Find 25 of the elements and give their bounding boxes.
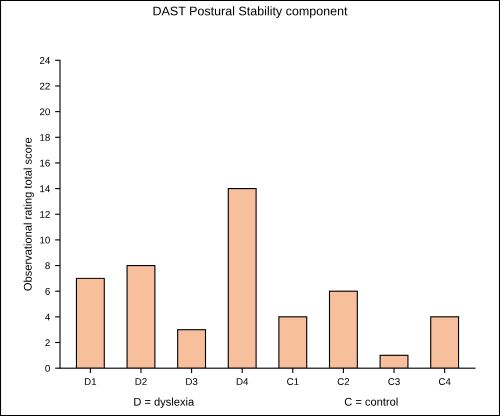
y-tick-label: 0	[45, 364, 50, 372]
y-tick-label: 4	[45, 314, 50, 320]
x-tick-label: C2	[338, 378, 350, 386]
y-axis-title: Observational rating total score	[24, 138, 34, 291]
text: C = control	[344, 398, 398, 406]
y-tick-label: 14	[40, 185, 50, 192]
y-tick-label: 22	[40, 82, 50, 90]
y-tick-label: 2	[45, 339, 50, 346]
x-tick-label: D3	[186, 378, 198, 386]
x-tick-label: C4	[438, 378, 451, 386]
x-tick-label: C1	[287, 378, 299, 386]
x-tick-label: D1	[84, 378, 96, 385]
y-tick-label: 8	[45, 262, 50, 270]
y-tick-label: 20	[40, 108, 50, 116]
y-tick-label: 18	[40, 134, 50, 141]
x-tick-label: C3	[388, 378, 400, 386]
x-tick-label: D4	[236, 378, 248, 385]
y-tick-label: 10	[40, 236, 50, 244]
chart-title: DAST Postural Stability component	[154, 6, 348, 18]
y-tick-label: 12	[40, 210, 50, 218]
y-tick-label: 24	[40, 57, 50, 64]
y-tick-label: 16	[40, 160, 50, 167]
text: D = dyslexia	[134, 398, 194, 408]
x-tick-label: D2	[136, 378, 147, 385]
y-tick-label: 6	[45, 288, 50, 295]
